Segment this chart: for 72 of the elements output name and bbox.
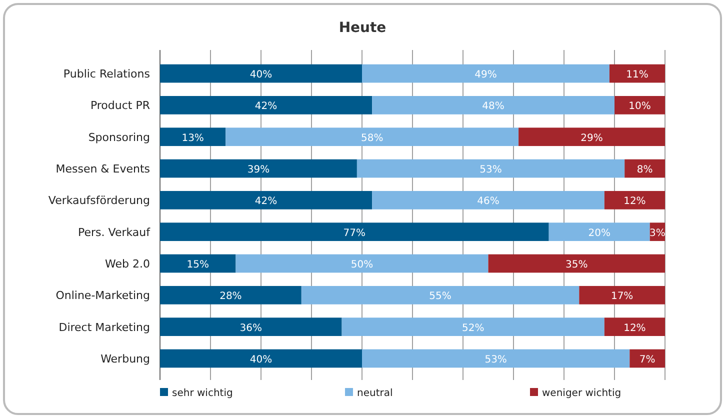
data-label: 40% [250,70,272,81]
bar [160,254,236,273]
bar [160,96,372,114]
bar [356,159,625,178]
data-label: 42% [254,196,278,208]
data-label: 48% [482,101,504,112]
bar [579,286,665,304]
data-label: 55% [429,291,452,302]
legend-label: neutral [357,388,393,399]
data-label: 10% [628,101,651,112]
legend-label: sehr wichtig [172,388,233,399]
data-label: 8% [636,164,653,176]
bar [372,190,604,210]
bar [160,190,372,210]
bar [301,286,580,304]
data-label: 39% [247,164,270,176]
data-label: 53% [480,164,502,176]
data-label: 53% [484,354,507,366]
data-label: 20% [588,228,610,239]
bar [160,128,226,146]
y-tick-label: Direct Marketing [58,320,150,334]
bar [488,254,665,273]
bar [548,222,650,242]
bar [604,190,665,210]
y-tick-label: Werbung [100,352,150,366]
bar [362,349,630,368]
data-label: 40% [250,354,272,366]
data-label: 42% [254,101,278,112]
bar [160,318,342,336]
data-label: 52% [462,322,484,334]
y-tick-label: Product PR [90,99,150,112]
bar [614,96,665,114]
bar [160,64,362,83]
y-tick-label: Online-Marketing [56,289,150,302]
bar [160,349,362,368]
data-label: 3% [649,228,666,239]
data-label: 12% [624,196,646,208]
data-label: 35% [566,259,588,270]
data-label: 46% [477,196,500,208]
data-label: 13% [182,132,204,144]
bar [160,222,549,242]
data-label: 15% [186,259,209,270]
bar [609,64,665,83]
bar [518,128,665,146]
data-label: 49% [474,70,497,81]
bar [160,159,357,178]
legend-label: weniger wichtig [542,388,622,399]
data-label: 36% [240,322,262,334]
y-tick-label: Public Relations [63,68,150,81]
bar [604,318,665,336]
y-tick-label: Verkaufsförderung [48,194,150,208]
data-label: 7% [639,354,656,366]
bar [630,349,665,368]
bar [236,254,488,273]
data-label: 12% [624,322,646,334]
data-label: 58% [360,132,384,144]
data-label: 50% [350,259,374,270]
data-label: 11% [626,70,648,81]
bar [226,128,519,146]
y-tick-label: Sponsoring [88,130,150,144]
chart-title: Heute [338,20,386,36]
bar [160,286,302,304]
data-label: 17% [610,291,634,302]
bar [342,318,604,336]
data-label: 28% [220,291,242,302]
data-label: 77% [343,228,366,239]
data-label: 29% [580,132,603,144]
y-tick-label: Web 2.0 [105,257,150,270]
bar [372,96,614,114]
y-tick-label: Messen & Events [56,162,150,176]
y-tick-label: Pers. Verkauf [78,226,152,239]
bar [362,64,610,83]
